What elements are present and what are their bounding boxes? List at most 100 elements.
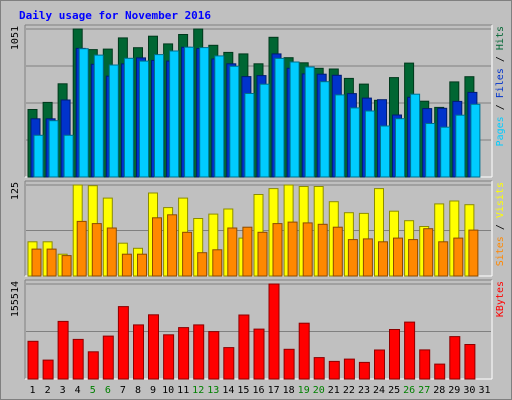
x-tick-label-27: 27 [418,385,430,396]
x-tick-label-25: 25 [388,385,400,396]
kbytes-bar-kbytes-26 [404,321,416,380]
visits-bar-sites-22 [347,239,358,277]
hits-bar-pages-25 [395,118,405,178]
hits-bar-pages-11 [184,46,195,178]
visits-legend: Sites / Visits [495,182,506,266]
hits-bar-pages-28 [440,126,451,178]
kbytes-ymax-label: 155514 [10,281,21,317]
kbytes-bar-kbytes-25 [389,329,400,380]
visits-panel: 125 Sites / Visits [10,180,506,277]
visits-bar-sites-25 [393,237,403,277]
legend-separator: / [495,50,506,68]
hits-bar-pages-15 [244,93,255,178]
x-tick-label-7: 7 [120,385,126,396]
legend-files: Files [495,68,506,98]
kbytes-bar-kbytes-21 [328,360,340,380]
x-tick-label-29: 29 [448,385,460,396]
x-tick-label-24: 24 [373,385,385,396]
hits-bar-pages-6 [108,64,119,178]
hits-bar-pages-4 [78,48,89,178]
hits-bar-pages-23 [364,110,375,178]
hits-bar-pages-19 [304,66,315,178]
kbytes-bar-kbytes-28 [434,363,446,380]
x-tick-label-22: 22 [343,385,355,396]
x-tick-label-19: 19 [298,385,310,396]
kbytes-bar-kbytes-27 [419,349,431,380]
kbytes-bar-kbytes-4 [72,338,84,380]
x-tick-label-28: 28 [433,385,445,396]
visits-bar-sites-28 [438,241,449,277]
kbytes-bar-kbytes-14 [223,347,235,380]
x-tick-label-31: 31 [478,385,490,396]
hits-ymax-label: 1051 [10,26,21,50]
x-axis-labels: 1 2 3 4 5 6 7 8 9 10 11 12 13 14 15 16 17 18 19 20 21 22 23 24 2… [29,385,490,396]
visits-bar-sites-21 [332,226,343,277]
visits-bar-sites-26 [408,239,419,277]
kbytes-bar-kbytes-7 [117,306,129,380]
hits-bar-pages-26 [410,93,421,178]
x-tick-label-17: 17 [268,385,280,396]
kbytes-bar-kbytes-2 [42,359,54,380]
kbytes-bar-kbytes-13 [208,331,220,380]
x-tick-label-1: 1 [29,385,35,396]
kbytes-bar-kbytes-10 [163,334,175,380]
kbytes-bar-kbytes-23 [358,361,370,380]
x-tick-label-6: 6 [105,385,111,396]
legend-separator: / [495,218,506,236]
visits-bar-sites-8 [137,253,147,277]
visits-bar-sites-11 [182,231,193,277]
visits-bar-sites-23 [362,238,373,277]
kbytes-bar-kbytes-24 [374,349,385,380]
x-tick-label-8: 8 [135,385,141,396]
visits-bar-sites-16 [257,231,268,277]
hits-bar-pages-17 [274,57,285,178]
hits-bar-pages-5 [93,54,104,178]
hits-bar-pages-20 [319,81,330,178]
x-tick-label-18: 18 [283,385,295,396]
visits-bar-sites-20 [317,223,328,277]
legend-kbytes: KBytes [495,281,506,317]
visits-bar-sites-4 [76,220,87,277]
kbytes-bar-kbytes-22 [343,358,355,380]
hits-bar-pages-30 [470,103,481,178]
kbytes-bar-kbytes-5 [87,351,99,380]
hits-bar-pages-29 [455,114,466,178]
x-tick-label-3: 3 [60,385,66,396]
kbytes-bar-kbytes-9 [148,314,159,380]
kbytes-bar-kbytes-12 [193,324,205,380]
x-tick-label-14: 14 [222,385,234,396]
x-tick-label-15: 15 [237,385,249,396]
legend-separator: / [495,98,506,116]
kbytes-bar-kbytes-3 [57,320,69,380]
hits-bar-pages-1 [33,134,44,178]
visits-ymax-label: 125 [10,182,21,200]
kbytes-legend: KBytes [495,281,506,317]
hits-bar-pages-3 [63,134,74,178]
visits-bar-sites-18 [287,221,298,277]
visits-bar-sites-6 [106,227,117,277]
kbytes-bar-kbytes-20 [313,357,325,380]
visits-bar-sites-27 [423,228,434,277]
x-tick-label-13: 13 [207,385,219,396]
visits-bar-sites-2 [46,248,57,277]
chart-panels: 1051 Pages / Files / Hits 125 Sites / Visit… [10,24,506,380]
visits-bar-sites-7 [121,253,132,277]
kbytes-bar-kbytes-29 [449,336,461,380]
hits-bar-pages-18 [289,61,300,178]
hits-bar-pages-14 [229,65,240,178]
hits-bar-pages-24 [380,125,390,178]
hits-bar-pages-27 [425,123,436,178]
x-tick-label-11: 11 [177,385,189,396]
hits-bar-pages-21 [334,94,345,178]
hits-bar-pages-2 [48,120,59,178]
x-tick-label-30: 30 [463,385,475,396]
kbytes-bar-kbytes-1 [27,340,39,380]
kbytes-bar-kbytes-19 [298,322,310,380]
kbytes-bar-kbytes-30 [464,344,476,380]
kbytes-bar-kbytes-6 [102,335,114,380]
visits-bar-sites-13 [212,249,223,277]
x-tick-label-21: 21 [328,385,340,396]
visits-bar-sites-10 [167,214,178,277]
visits-bar-sites-29 [453,237,464,277]
